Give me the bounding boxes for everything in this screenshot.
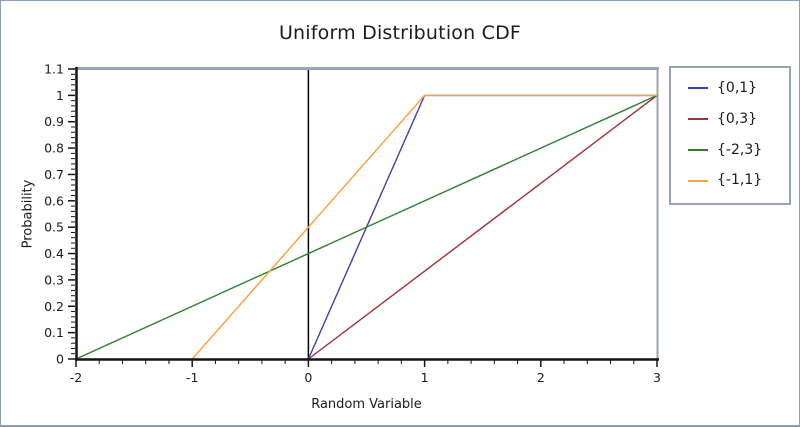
series-line-03 <box>307 94 658 360</box>
y-axis-label: Probability <box>20 179 36 249</box>
legend-item: {-1,1} <box>688 172 779 189</box>
y-tick-label: 1.1 <box>44 62 64 77</box>
x-axis-label: Random Variable <box>311 397 422 412</box>
x-tick-label: 1 <box>421 370 429 385</box>
legend: {0,1} {0,3} {-2,3} {-1,1} <box>669 66 791 206</box>
legend-line-swatch <box>688 179 708 182</box>
y-tick-label: 1 <box>56 88 64 103</box>
series-line--11 <box>191 94 657 360</box>
x-tick-label: 2 <box>537 370 545 385</box>
y-tick-label: 0.5 <box>44 220 64 235</box>
legend-item-label: {-1,1} <box>717 172 763 189</box>
x-tick-label: -1 <box>186 370 198 385</box>
series-line--23 <box>75 94 658 360</box>
legend-item-label: {0,1} <box>717 80 758 96</box>
y-tick-label: 0.1 <box>44 325 64 340</box>
y-tick-label: 0.3 <box>44 272 64 287</box>
legend-item: {0,3} <box>688 111 779 128</box>
x-tick-label: -2 <box>70 370 82 385</box>
legend-line-swatch <box>688 87 708 90</box>
y-tick-label: 0.9 <box>44 114 64 129</box>
y-tick-label: 0.2 <box>44 299 64 314</box>
y-tick-label: 0.7 <box>44 167 64 182</box>
x-tick-label: 3 <box>653 370 661 385</box>
y-tick-label: 0.8 <box>44 141 64 156</box>
legend-item: {0,1} <box>688 80 779 97</box>
y-tick-label: 0 <box>56 352 64 367</box>
y-tick-label: 0.4 <box>44 246 64 261</box>
legend-item: {-2,3} <box>688 142 779 159</box>
legend-line-swatch <box>688 148 708 151</box>
x-tick-label: 0 <box>304 370 312 385</box>
legend-item-label: {-2,3} <box>717 141 763 158</box>
y-tick-label: 0.6 <box>44 193 64 208</box>
legend-item-label: {0,3} <box>717 110 758 127</box>
legend-line-swatch <box>688 118 708 121</box>
chart-title: Uniform Distribution CDF <box>278 22 522 44</box>
